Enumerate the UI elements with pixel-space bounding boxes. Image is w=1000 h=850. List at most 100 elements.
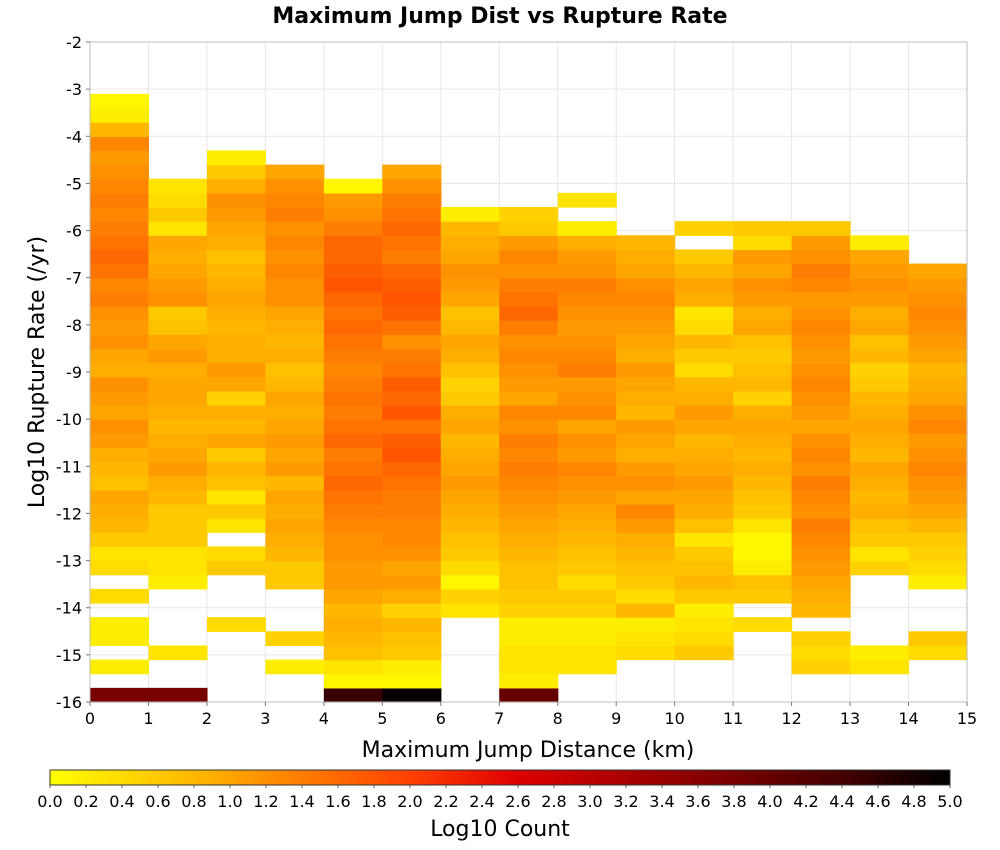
heatmap-cell (674, 291, 734, 307)
heatmap-cell (265, 433, 325, 449)
heatmap-cell (499, 419, 559, 434)
heatmap-cell (265, 390, 325, 406)
heatmap-cell (557, 475, 617, 491)
heatmap-cell (382, 390, 442, 406)
heatmap-cell (499, 221, 559, 236)
heatmap-cell (499, 574, 559, 590)
heatmap-cell (499, 673, 559, 689)
heatmap-cell (382, 645, 442, 661)
heatmap-cell (148, 461, 208, 477)
y-axis-label: Log10 Rupture Rate (/yr) (25, 236, 50, 508)
heatmap-cell (499, 560, 559, 576)
heatmap-cell (733, 362, 793, 378)
heatmap-cell (733, 433, 793, 449)
heatmap-cell (908, 631, 968, 647)
heatmap-cell (850, 518, 910, 533)
heatmap-cell (90, 504, 150, 519)
heatmap-cell (323, 348, 383, 364)
heatmap-cell (674, 249, 734, 265)
x-tick-label: 4 (319, 709, 329, 728)
heatmap-cell (850, 532, 910, 548)
heatmap-cell (382, 560, 442, 576)
heatmap-cell (908, 546, 968, 562)
heatmap-cell (557, 390, 617, 406)
heatmap-cell (499, 588, 559, 604)
heatmap-cell (440, 235, 500, 251)
heatmap-cell (850, 546, 910, 562)
heatmap-cell (791, 447, 851, 463)
heatmap-cell (733, 376, 793, 392)
colorbar-tick-label: 4.6 (865, 792, 890, 811)
heatmap-cell (674, 277, 734, 293)
heatmap-cell (616, 390, 676, 406)
heatmap-cell (206, 192, 266, 208)
heatmap-cell (323, 447, 383, 463)
heatmap-cell (616, 475, 676, 491)
heatmap-cell (323, 178, 383, 194)
colorbar-tick-label: 4.0 (757, 792, 782, 811)
heatmap-cell (323, 673, 383, 689)
heatmap-cell (206, 178, 266, 194)
heatmap-cell (323, 334, 383, 350)
heatmap-cell (265, 306, 325, 321)
heatmap-cell (90, 164, 150, 180)
heatmap-cell (265, 178, 325, 194)
heatmap-cell (733, 504, 793, 519)
heatmap-cell (323, 207, 383, 222)
heatmap-cell (791, 376, 851, 392)
x-axis-label: Maximum Jump Distance (km) (362, 738, 695, 763)
heatmap-cell (557, 518, 617, 533)
heatmap-cell (499, 433, 559, 449)
heatmap-cell (90, 546, 150, 562)
heatmap-cell (382, 475, 442, 491)
heatmap-cell (148, 504, 208, 519)
heatmap-cell (323, 475, 383, 491)
heatmap-cell (265, 461, 325, 477)
heatmap-cell (265, 376, 325, 392)
heatmap-cell (616, 419, 676, 434)
heatmap-cell (206, 617, 266, 632)
heatmap-cell (791, 461, 851, 477)
heatmap-cell (908, 263, 968, 279)
heatmap-cell (323, 687, 383, 703)
x-axis-ticks: 0 1 2 3 4 5 6 7 8 9 10 11 12 13 14 15 (85, 702, 977, 728)
x-tick-label: 7 (494, 709, 504, 728)
heatmap-cell (616, 447, 676, 463)
heatmap-cell (850, 376, 910, 392)
heatmap-cell (908, 362, 968, 378)
heatmap-cell (791, 645, 851, 661)
heatmap-cell (674, 221, 734, 236)
heatmap-cell (90, 518, 150, 533)
heatmap-cell (499, 504, 559, 519)
heatmap-cell (148, 235, 208, 251)
heatmap-cell (557, 192, 617, 208)
heatmap-cell (323, 532, 383, 548)
heatmap-cell (265, 277, 325, 293)
heatmap-cell (616, 320, 676, 335)
heatmap-cell (265, 192, 325, 208)
heatmap-cell (382, 291, 442, 307)
heatmap-cell (382, 447, 442, 463)
heatmap-cell (616, 588, 676, 604)
heatmap-cell (382, 405, 442, 420)
heatmap-cell (908, 518, 968, 533)
colorbar-tick-label: 1.8 (361, 792, 386, 811)
y-tick-label: -11 (56, 457, 82, 476)
heatmap-cell (908, 405, 968, 420)
heatmap-cell (90, 93, 150, 109)
heatmap-cell (499, 489, 559, 505)
heatmap-cell (733, 291, 793, 307)
heatmap-cell (850, 489, 910, 505)
heatmap-cell (557, 419, 617, 434)
colorbar-tick-label: 2.4 (469, 792, 494, 811)
heatmap-cell (90, 334, 150, 350)
heatmap-cell (791, 631, 851, 647)
y-tick-label: -4 (66, 127, 82, 146)
heatmap-cell (674, 320, 734, 335)
heatmap-cell (206, 376, 266, 392)
heatmap-cell (616, 461, 676, 477)
heatmap-cell (382, 192, 442, 208)
heatmap-cell (616, 645, 676, 661)
heatmap-cell (206, 164, 266, 180)
heatmap-cell (908, 447, 968, 463)
